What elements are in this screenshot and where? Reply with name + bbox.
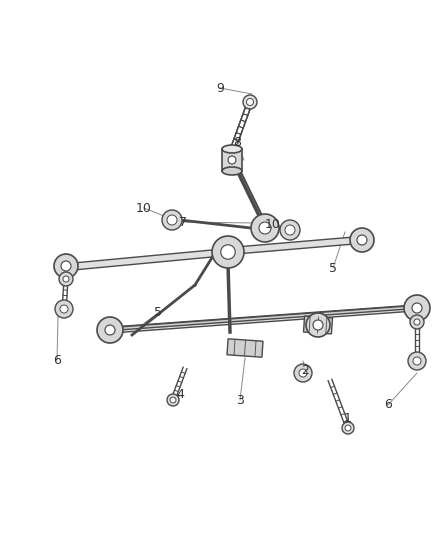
Text: 6: 6 [53, 353, 61, 367]
Ellipse shape [222, 145, 242, 153]
Circle shape [251, 214, 279, 242]
Circle shape [167, 215, 177, 225]
Circle shape [342, 422, 354, 434]
Circle shape [170, 397, 176, 403]
Bar [222, 149, 242, 171]
Circle shape [408, 352, 426, 370]
Text: 1: 1 [344, 411, 352, 424]
Text: 4: 4 [176, 389, 184, 401]
Text: 2: 2 [301, 364, 309, 376]
Polygon shape [304, 316, 332, 334]
Circle shape [404, 295, 430, 321]
Circle shape [306, 313, 330, 337]
Circle shape [294, 364, 312, 382]
Circle shape [162, 210, 182, 230]
Circle shape [167, 394, 179, 406]
Circle shape [63, 276, 69, 282]
Circle shape [345, 425, 351, 431]
Circle shape [259, 222, 271, 234]
Text: 6: 6 [384, 399, 392, 411]
Circle shape [410, 315, 424, 329]
Polygon shape [112, 305, 415, 333]
Text: 5: 5 [154, 306, 162, 319]
Circle shape [105, 325, 115, 335]
Text: 5: 5 [329, 262, 337, 274]
Circle shape [313, 320, 323, 330]
Text: 9: 9 [216, 82, 224, 94]
Circle shape [97, 317, 123, 343]
Circle shape [247, 99, 254, 106]
Text: 3: 3 [236, 393, 244, 407]
Polygon shape [112, 305, 415, 330]
Text: 7: 7 [179, 215, 187, 229]
Circle shape [60, 305, 68, 313]
Circle shape [350, 228, 374, 252]
Polygon shape [227, 339, 263, 357]
Text: 8: 8 [233, 136, 241, 149]
Circle shape [413, 357, 421, 365]
Circle shape [299, 369, 307, 377]
Circle shape [414, 319, 420, 325]
Text: 10: 10 [136, 201, 152, 214]
Circle shape [212, 236, 244, 268]
Polygon shape [242, 237, 360, 254]
Circle shape [280, 220, 300, 240]
Circle shape [59, 272, 73, 286]
Circle shape [243, 95, 257, 109]
Ellipse shape [222, 167, 242, 175]
Circle shape [228, 156, 236, 164]
Circle shape [412, 303, 422, 313]
Polygon shape [68, 248, 228, 270]
Circle shape [357, 235, 367, 245]
Circle shape [54, 254, 78, 278]
Circle shape [55, 300, 73, 318]
Circle shape [61, 261, 71, 271]
Circle shape [285, 225, 295, 235]
Text: 10: 10 [265, 217, 281, 230]
Circle shape [221, 245, 235, 259]
